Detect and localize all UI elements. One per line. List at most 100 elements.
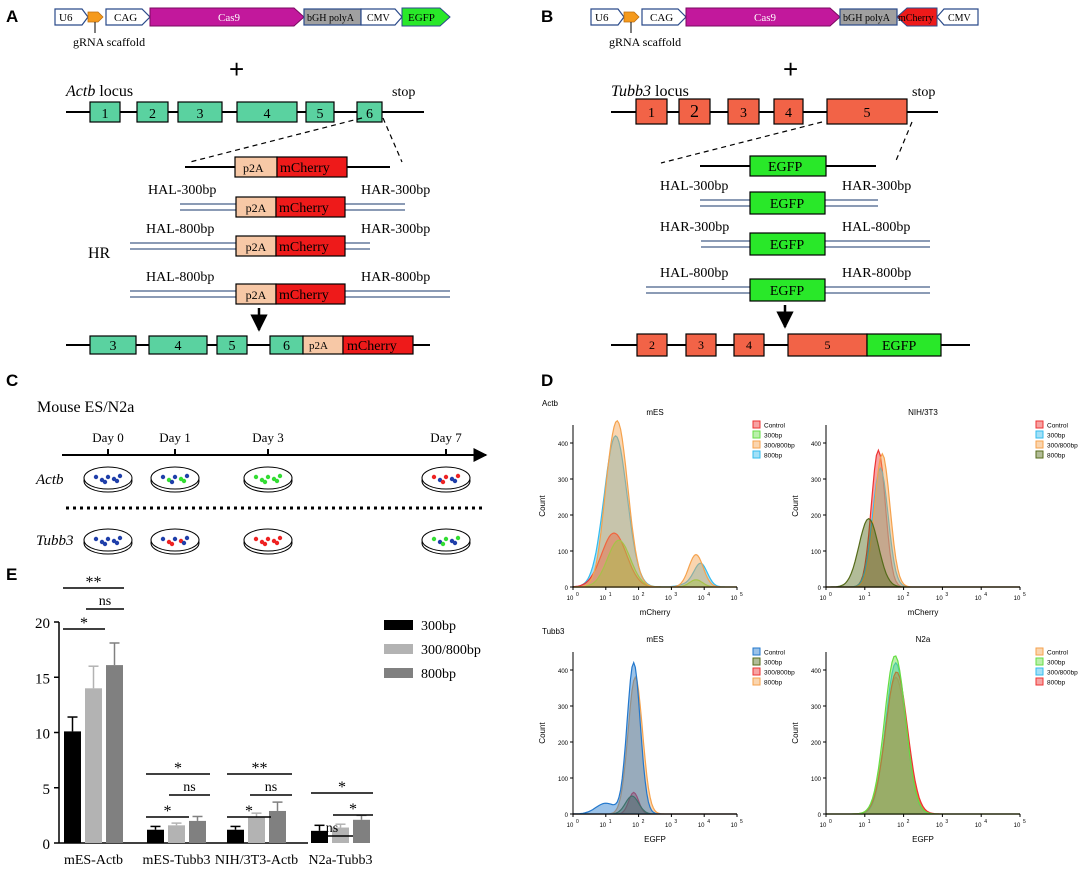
y-tick-label: 0: [43, 837, 51, 853]
exon-label: 3: [740, 106, 747, 121]
u6-label: U6: [59, 12, 73, 24]
flow-x-tick-label: 10: [820, 596, 827, 602]
significance-label: **: [252, 760, 268, 777]
panel-c-title: Mouse ES/N2a: [37, 399, 134, 416]
significance-label: ns: [183, 780, 195, 795]
legend-swatch: [1035, 440, 1044, 449]
arm-egfp-label: EGFP: [770, 197, 804, 212]
legend-label: 800bp: [1047, 453, 1065, 460]
legend-swatch: [752, 430, 761, 439]
result-exon-box: [733, 333, 765, 357]
flow-x-tick-exponent: 4: [707, 819, 710, 825]
legend-swatch: [752, 677, 761, 686]
significance-label: ns: [326, 821, 338, 836]
cas9-label: Cas9: [218, 12, 241, 24]
cell-dot: [184, 473, 190, 479]
exon-box: [236, 101, 298, 123]
exon-label: 5: [864, 106, 871, 121]
cas9-label-b: Cas9: [754, 12, 777, 24]
legend-swatch: [752, 420, 761, 429]
flow-plot-title: N2a: [916, 635, 931, 644]
plus-sign-b: +: [783, 54, 798, 84]
exon-box: [356, 101, 383, 123]
legend-label: 800bp: [421, 667, 456, 682]
significance-label: ns: [265, 780, 277, 795]
day-label: Day 3: [252, 430, 283, 445]
cell-dot: [274, 478, 280, 484]
legend-label: 800bp: [764, 453, 782, 460]
arm-egfp-label: EGFP: [770, 238, 804, 253]
flow-y-tick-label: 100: [558, 550, 569, 556]
legend-label: 300bp: [1047, 660, 1065, 667]
flow-x-tick-exponent: 5: [1023, 819, 1026, 825]
result-exon-label: 4: [175, 339, 182, 354]
p2a-label: p2A: [243, 161, 264, 175]
flow-x-tick-label: 10: [858, 596, 865, 602]
right-arm-label: HAR-800bp: [842, 266, 911, 281]
flow-x-tick-exponent: 2: [907, 819, 910, 825]
right-arm-label: HAR-300bp: [842, 179, 911, 194]
histogram-curve: [826, 661, 1020, 815]
flow-y-tick-label: 100: [811, 550, 822, 556]
panel-letter-a: A: [6, 7, 18, 26]
flow-x-tick-exponent: 0: [576, 819, 579, 825]
flow-x-tick-exponent: 2: [642, 819, 645, 825]
result-exon-label: 5: [229, 339, 236, 354]
cmv-label: CMV: [367, 13, 391, 24]
flow-x-tick-label: 10: [975, 596, 982, 602]
flow-y-tick-label: 400: [811, 442, 822, 448]
day-label: Day 7: [430, 430, 462, 445]
flow-x-tick-exponent: 3: [674, 592, 677, 598]
result-p2a-label: p2A: [309, 340, 328, 352]
flow-x-tick-exponent: 4: [707, 592, 710, 598]
plasmid-b: U6 gRNA scaffold CAG Cas9 bGH polyA mChe…: [590, 7, 979, 49]
flow-x-tick-exponent: 4: [984, 819, 987, 825]
cag-promoter-b: [641, 8, 687, 26]
flow-x-tick-label: 10: [1014, 596, 1021, 602]
flow-x-tick-label: 10: [897, 823, 904, 829]
flow-x-tick-label: 10: [975, 823, 982, 829]
flow-x-tick-exponent: 1: [609, 819, 612, 825]
left-arm-label: HAL-300bp: [660, 179, 728, 194]
cell-dot: [452, 540, 458, 546]
arm-egfp-box: [749, 191, 826, 215]
flow-x-tick-exponent: 5: [1023, 592, 1026, 598]
bar: [168, 825, 185, 843]
arm-egfp-box: [749, 232, 826, 256]
histogram-curve: [826, 517, 1020, 588]
zoom-line-left-b: [660, 121, 823, 164]
cell-dot: [114, 478, 120, 484]
cag-promoter: [105, 8, 151, 26]
flow-x-tick-exponent: 1: [609, 592, 612, 598]
flow-x-tick-label: 10: [1014, 823, 1021, 829]
result-exon-box: [216, 335, 248, 355]
flow-histograms: mESCountmCherry0100200300400100101102103…: [538, 408, 1078, 844]
result-mcherry-box: [342, 335, 414, 355]
legend-swatch: [384, 644, 413, 654]
panel-letter-b: B: [541, 7, 553, 26]
cell-dot: [184, 535, 190, 541]
cell-dot: [160, 536, 166, 542]
panel-letter-e: E: [6, 565, 17, 584]
significance-label: **: [86, 574, 102, 591]
legend-label: 300bp: [764, 660, 782, 667]
timeline-days: Day 0 Day 1 Day 3 Day 7: [92, 430, 462, 455]
actb-exons: 1 2 3 4 5 6: [89, 101, 383, 123]
significance-label: *: [245, 803, 253, 820]
cell-dot: [440, 541, 446, 547]
cell-dot: [117, 473, 123, 479]
result-exon-box: [89, 335, 137, 355]
panel-b: U6 gRNA scaffold CAG Cas9 bGH polyA mChe…: [590, 7, 979, 357]
result-exon-label: 2: [649, 338, 655, 352]
cell-dot: [262, 479, 268, 485]
flow-y-tick-label: 400: [811, 669, 822, 675]
flow-y-tick-label: 0: [565, 586, 569, 592]
flow-x-tick-label: 10: [731, 823, 738, 829]
arm-p2a-label: p2A: [246, 201, 267, 215]
y-tick-label: 10: [35, 727, 50, 743]
day-label: Day 1: [159, 430, 190, 445]
left-arm-label: HAR-300bp: [660, 220, 729, 235]
zoom-line-right-b: [894, 121, 913, 164]
flow-x-tick-exponent: 4: [984, 592, 987, 598]
